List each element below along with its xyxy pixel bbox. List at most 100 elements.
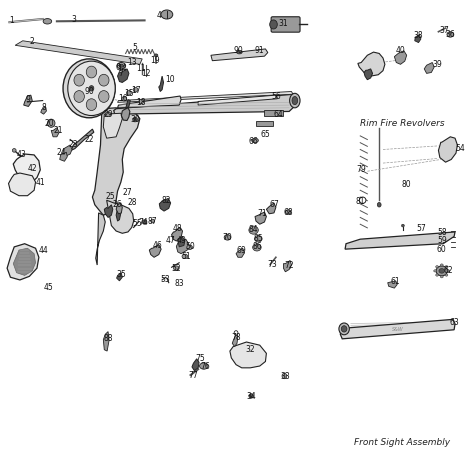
Text: 76: 76 xyxy=(200,362,210,371)
Polygon shape xyxy=(159,76,164,92)
Text: 13: 13 xyxy=(127,58,137,67)
Text: 62: 62 xyxy=(443,266,453,275)
Ellipse shape xyxy=(436,266,447,276)
Ellipse shape xyxy=(249,394,254,398)
Polygon shape xyxy=(438,137,457,162)
Ellipse shape xyxy=(234,331,238,335)
Text: 60: 60 xyxy=(437,245,447,254)
Ellipse shape xyxy=(282,373,287,379)
Ellipse shape xyxy=(255,236,262,242)
Polygon shape xyxy=(394,51,407,64)
Polygon shape xyxy=(364,69,373,80)
Text: 8: 8 xyxy=(41,103,46,112)
Text: 69: 69 xyxy=(237,246,246,255)
Text: 83: 83 xyxy=(174,279,184,288)
Ellipse shape xyxy=(440,275,443,278)
Polygon shape xyxy=(116,206,121,221)
Polygon shape xyxy=(232,334,238,347)
Ellipse shape xyxy=(86,66,97,78)
Polygon shape xyxy=(51,128,59,137)
Text: 6: 6 xyxy=(115,63,120,72)
Ellipse shape xyxy=(12,149,16,152)
Ellipse shape xyxy=(117,63,126,69)
Ellipse shape xyxy=(139,99,144,104)
Text: 67: 67 xyxy=(269,200,279,209)
Text: 85: 85 xyxy=(254,234,263,243)
Text: 41: 41 xyxy=(36,178,45,187)
Text: 51: 51 xyxy=(181,252,191,261)
Ellipse shape xyxy=(161,10,173,19)
Text: 54: 54 xyxy=(455,144,465,153)
Text: 56: 56 xyxy=(271,92,281,101)
Ellipse shape xyxy=(47,119,55,127)
Ellipse shape xyxy=(68,61,115,116)
Text: 86: 86 xyxy=(252,242,262,251)
Text: 68: 68 xyxy=(283,208,293,217)
Text: 16: 16 xyxy=(118,94,128,103)
Text: 38: 38 xyxy=(413,31,423,40)
Text: 49: 49 xyxy=(176,236,186,246)
Ellipse shape xyxy=(133,117,137,122)
Polygon shape xyxy=(104,205,113,217)
Text: 9: 9 xyxy=(25,95,30,104)
Ellipse shape xyxy=(270,20,277,29)
Text: 32: 32 xyxy=(246,345,255,354)
Text: 72: 72 xyxy=(284,261,294,270)
Ellipse shape xyxy=(122,96,127,101)
Polygon shape xyxy=(266,203,276,214)
Text: 37: 37 xyxy=(440,26,449,35)
Polygon shape xyxy=(41,106,46,114)
Ellipse shape xyxy=(187,245,192,250)
Ellipse shape xyxy=(173,266,179,270)
Text: 15: 15 xyxy=(124,89,134,98)
Bar xyxy=(334,9,469,116)
Text: 84: 84 xyxy=(249,225,258,234)
Polygon shape xyxy=(24,95,32,106)
Polygon shape xyxy=(255,212,266,224)
Text: 71: 71 xyxy=(257,209,266,218)
Ellipse shape xyxy=(401,224,404,227)
Text: 1: 1 xyxy=(9,16,14,25)
Polygon shape xyxy=(126,100,130,109)
Bar xyxy=(9,9,150,66)
Polygon shape xyxy=(107,200,134,233)
Polygon shape xyxy=(178,236,185,247)
Ellipse shape xyxy=(436,265,438,268)
Polygon shape xyxy=(415,34,421,43)
Text: 61: 61 xyxy=(391,277,401,286)
Ellipse shape xyxy=(99,74,109,86)
Ellipse shape xyxy=(377,202,381,207)
Ellipse shape xyxy=(86,99,97,111)
Polygon shape xyxy=(340,319,455,339)
Polygon shape xyxy=(283,260,292,272)
Bar xyxy=(334,122,469,254)
Text: 59: 59 xyxy=(437,236,447,246)
Ellipse shape xyxy=(439,269,445,273)
Text: 20: 20 xyxy=(45,119,55,128)
Text: 43: 43 xyxy=(17,150,26,159)
Text: 18: 18 xyxy=(137,98,146,107)
Ellipse shape xyxy=(99,91,109,102)
Text: 29: 29 xyxy=(103,110,113,119)
Text: 26: 26 xyxy=(113,200,122,209)
Text: 46: 46 xyxy=(153,241,162,250)
Text: 81: 81 xyxy=(356,197,365,206)
Polygon shape xyxy=(71,129,94,150)
Text: 90: 90 xyxy=(233,46,243,55)
Ellipse shape xyxy=(224,235,231,240)
Text: 34: 34 xyxy=(246,392,256,401)
Ellipse shape xyxy=(292,96,298,105)
Ellipse shape xyxy=(151,219,155,223)
Text: 28: 28 xyxy=(127,198,137,207)
Text: S&W: S&W xyxy=(392,327,404,332)
Ellipse shape xyxy=(154,54,158,57)
Ellipse shape xyxy=(237,50,242,54)
Text: 22: 22 xyxy=(84,135,94,144)
Polygon shape xyxy=(230,342,266,368)
Polygon shape xyxy=(96,213,105,265)
Text: 57: 57 xyxy=(416,224,426,233)
Ellipse shape xyxy=(182,254,188,259)
Text: 12: 12 xyxy=(141,69,151,78)
Ellipse shape xyxy=(89,86,94,91)
Ellipse shape xyxy=(445,265,448,268)
